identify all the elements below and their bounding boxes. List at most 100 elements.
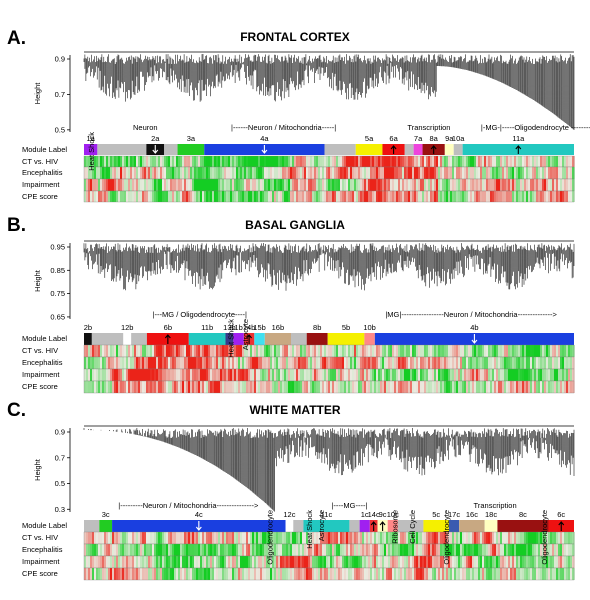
annotation-label: |---------Neuron / Mitochondria---------… — [118, 501, 259, 510]
heatmap-cell — [406, 381, 409, 393]
heatmap-cell — [138, 556, 141, 568]
heatmap-cell — [84, 381, 87, 393]
heatmap-cell — [222, 556, 225, 568]
heatmap-cell — [456, 532, 459, 544]
heatmap-cell — [236, 167, 239, 179]
heatmap-cell — [134, 357, 137, 369]
heatmap-cell — [390, 532, 393, 544]
heatmap-cell — [428, 568, 431, 580]
heatmap-cell — [508, 167, 511, 179]
heatmap-cell — [252, 568, 255, 580]
heatmap-cell — [428, 179, 431, 191]
heatmap-cell — [204, 568, 207, 580]
heatmap-cell — [310, 568, 313, 580]
heatmap-cell — [454, 381, 457, 393]
heatmap-cell — [272, 556, 275, 568]
heatmap-cell — [284, 179, 287, 191]
heatmap-cell — [284, 357, 287, 369]
annotation-label: Astrocyte — [241, 319, 250, 350]
heatmap-cell — [184, 532, 187, 544]
heatmap-cell — [122, 556, 125, 568]
heatmap-cell — [426, 544, 429, 556]
heatmap-cell — [414, 544, 417, 556]
heatmap-cell — [398, 345, 401, 357]
heatmap-cell — [324, 532, 327, 544]
heatmap-cell — [280, 544, 283, 556]
heatmap-cell — [300, 532, 303, 544]
heatmap-cell — [160, 167, 163, 179]
heatmap-cell — [468, 369, 471, 381]
heatmap-cell — [122, 345, 125, 357]
heatmap-cell — [254, 357, 257, 369]
heatmap-cell — [358, 179, 361, 191]
heatmap-cell — [200, 167, 203, 179]
heatmap-cell — [362, 357, 365, 369]
heatmap-cell — [144, 532, 147, 544]
heatmap-cell — [320, 381, 323, 393]
heatmap-cell — [378, 357, 381, 369]
heatmap-cell — [214, 544, 217, 556]
heatmap-cell — [166, 191, 169, 202]
heatmap-cell — [252, 179, 255, 191]
heatmap-cell — [348, 544, 351, 556]
heatmap-cell — [540, 532, 543, 544]
heatmap-cell — [208, 369, 211, 381]
heatmap-cell — [478, 191, 481, 202]
heatmap-cell — [266, 167, 269, 179]
heatmap-cell — [218, 357, 221, 369]
heatmap-cell — [294, 381, 297, 393]
heatmap-cell — [430, 156, 433, 167]
heatmap-cell — [270, 568, 273, 580]
heatmap-cell — [362, 345, 365, 357]
heatmap-cell — [436, 179, 439, 191]
heatmap-cell — [326, 381, 329, 393]
heatmap-cell — [220, 156, 223, 167]
heatmap-cell — [236, 191, 239, 202]
heatmap-cell — [320, 357, 323, 369]
heatmap-cell — [570, 357, 573, 369]
module-label: 5a — [365, 134, 374, 143]
heatmap-cell — [314, 556, 317, 568]
heatmap-cell — [474, 544, 477, 556]
heatmap-cell — [558, 167, 561, 179]
heatmap-cell — [450, 568, 453, 580]
heatmap-cell — [472, 167, 475, 179]
heatmap-cell — [144, 191, 147, 202]
heatmap-cell — [270, 381, 273, 393]
down-arrow-icon — [261, 145, 268, 154]
heatmap-cell — [218, 532, 221, 544]
heatmap-cell — [88, 532, 91, 544]
heatmap-cell — [524, 357, 527, 369]
heatmap-cell — [334, 179, 337, 191]
heatmap-cell — [378, 556, 381, 568]
heatmap-cell — [344, 556, 347, 568]
heatmap-cell — [280, 532, 283, 544]
heatmap-cell — [372, 167, 375, 179]
heatmap-cell — [312, 179, 315, 191]
heatmap-cell — [198, 156, 201, 167]
y-axis-label: Height — [33, 458, 42, 481]
heatmap-cell — [478, 556, 481, 568]
heatmap-cell — [124, 568, 127, 580]
heatmap-cell — [554, 156, 557, 167]
heatmap-cell — [246, 556, 249, 568]
heatmap-cell — [140, 357, 143, 369]
heatmap-cell — [548, 345, 551, 357]
heatmap-cell — [150, 179, 153, 191]
heatmap-cell — [458, 167, 461, 179]
heatmap-cell — [560, 556, 563, 568]
heatmap-cell — [400, 381, 403, 393]
heatmap-cell — [484, 369, 487, 381]
heatmap-cell — [136, 568, 139, 580]
heatmap-cell — [336, 532, 339, 544]
heatmap-cell — [274, 167, 277, 179]
heatmap-cell — [112, 556, 115, 568]
heatmap-cell — [152, 156, 155, 167]
heatmap-cell — [176, 532, 179, 544]
heatmap-cell — [116, 357, 119, 369]
heatmap-cell — [290, 381, 293, 393]
heatmap-cell — [230, 369, 233, 381]
heatmap-cell — [278, 156, 281, 167]
heatmap-cell — [194, 167, 197, 179]
heatmap-cell — [354, 357, 357, 369]
